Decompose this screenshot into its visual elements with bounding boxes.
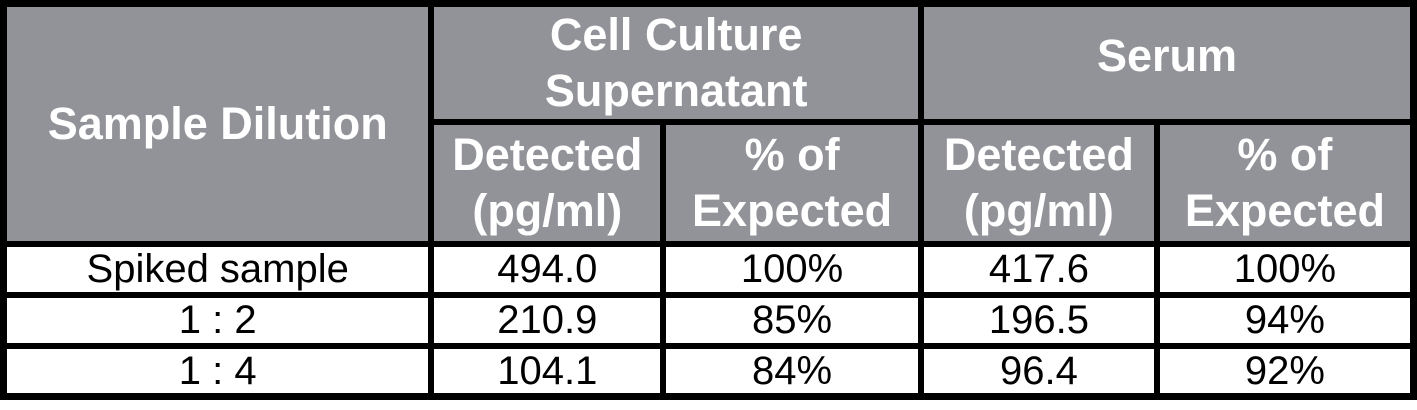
cell-cc-detected: 104.1: [428, 342, 667, 400]
table-body: Spiked sample 494.0 100% 417.6 100% 1 : …: [0, 240, 1417, 400]
header-group-serum: Serum: [917, 0, 1417, 125]
table-header: Sample Dilution Cell Culture Supernatant…: [0, 0, 1417, 247]
cell-serum-pct: 94%: [1153, 291, 1417, 349]
cell-serum-detected: 196.5: [917, 291, 1160, 349]
cell-dilution: Spiked sample: [0, 240, 435, 298]
cell-dilution: 1 : 4: [0, 342, 435, 400]
header-serum-pct-expected: % of Expected: [1153, 118, 1417, 247]
table-row-spiked-sample: Spiked sample 494.0 100% 417.6 100%: [0, 240, 1417, 298]
header-cc-pct-expected: % of Expected: [660, 118, 924, 247]
header-cc-detected: Detected (pg/ml): [428, 118, 667, 247]
cell-cc-pct: 85%: [660, 291, 924, 349]
table-row-1-2: 1 : 2 210.9 85% 196.5 94%: [0, 291, 1417, 349]
cell-serum-pct: 92%: [1153, 342, 1417, 400]
table-row-1-4: 1 : 4 104.1 84% 96.4 92%: [0, 342, 1417, 400]
cell-cc-detected: 494.0: [428, 240, 667, 298]
header-sample-dilution: Sample Dilution: [0, 0, 435, 247]
cell-serum-detected: 417.6: [917, 240, 1160, 298]
cell-cc-detected: 210.9: [428, 291, 667, 349]
dilution-linearity-table: Sample Dilution Cell Culture Supernatant…: [0, 0, 1417, 401]
cell-dilution: 1 : 2: [0, 291, 435, 349]
cell-cc-pct: 84%: [660, 342, 924, 400]
header-serum-detected: Detected (pg/ml): [917, 118, 1160, 247]
header-subcolumn-row: Detected (pg/ml) % of Expected Detected …: [4, 118, 1417, 247]
cell-cc-pct: 100%: [660, 240, 924, 298]
header-group-cell-culture-supernatant: Cell Culture Supernatant: [428, 0, 924, 125]
cell-serum-pct: 100%: [1153, 240, 1417, 298]
cell-serum-detected: 96.4: [917, 342, 1160, 400]
header-group-row: Sample Dilution Cell Culture Supernatant…: [0, 0, 1417, 247]
